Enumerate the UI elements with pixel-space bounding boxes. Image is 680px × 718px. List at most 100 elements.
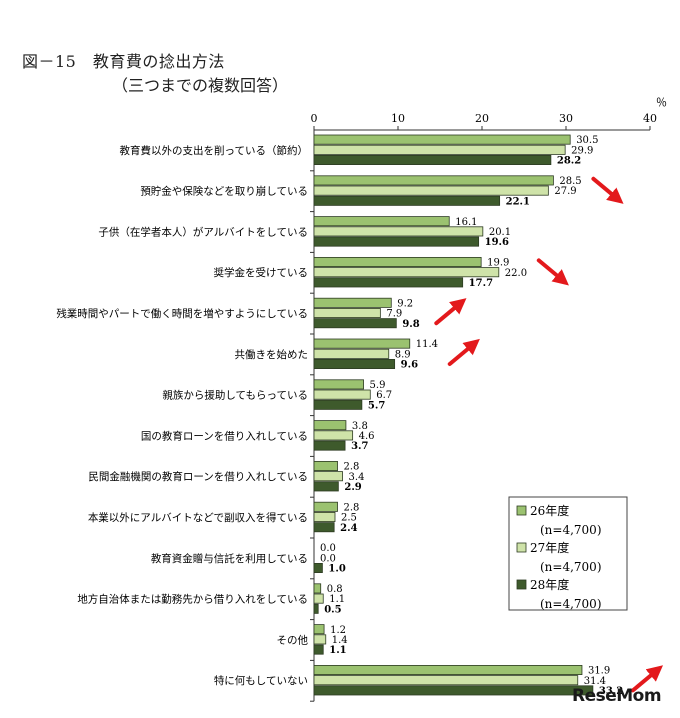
data-label: 2.5 — [341, 513, 357, 524]
category-label: 残業時間やパートで働く時間を増やすようにしている — [56, 307, 308, 320]
x-tick-label: 30 — [559, 112, 573, 125]
data-label: 9.2 — [397, 298, 413, 309]
bar-26年度 — [313, 216, 450, 227]
bar-27年度 — [313, 185, 549, 196]
category-label: 共働きを始めた — [235, 348, 309, 361]
trend-up-arrow-icon — [630, 665, 664, 693]
bar-28年度 — [313, 481, 339, 492]
data-label: 9.8 — [402, 319, 419, 330]
trend-up-arrow-icon — [434, 298, 467, 326]
legend-swatch-28年度 — [516, 579, 527, 590]
bar-28年度 — [313, 644, 324, 655]
category-label: 民間金融機関の教育ローンを借り入れしている — [88, 470, 308, 483]
data-label: 2.9 — [344, 482, 361, 493]
data-label: 0.0 — [320, 543, 336, 554]
data-label: 28.5 — [559, 176, 581, 187]
data-label: 3.4 — [349, 472, 365, 483]
data-label: 19.9 — [487, 258, 509, 269]
category-label: 本業以外にアルバイトなどで副収入を得ている — [88, 511, 308, 524]
bar-28年度 — [313, 154, 552, 165]
bar-26年度 — [313, 420, 347, 431]
data-label: 6.7 — [376, 390, 392, 401]
bar-26年度 — [313, 624, 325, 635]
data-label: 0.5 — [324, 604, 341, 615]
category-label: 特に何もしていない — [214, 674, 308, 687]
bar-28年度 — [313, 563, 323, 574]
data-label: 3.7 — [351, 441, 368, 452]
bar-28年度 — [313, 685, 594, 696]
data-label: 29.9 — [571, 145, 593, 156]
chart-title: 図－15 教育費の捻出方法 — [22, 52, 225, 71]
data-label: 5.7 — [368, 400, 385, 411]
bar-28年度 — [313, 318, 397, 329]
bar-26年度 — [313, 665, 583, 676]
chart-subtitle: （三つまでの複数回答） — [112, 76, 289, 95]
bar-26年度 — [313, 379, 364, 390]
bar-27年度 — [313, 512, 336, 523]
data-label: 2.4 — [340, 523, 357, 534]
unit-label: ％ — [656, 96, 667, 109]
bar-26年度 — [313, 583, 322, 594]
data-label: 8.9 — [395, 349, 411, 360]
bar-28年度 — [313, 195, 501, 206]
bar-26年度 — [313, 460, 338, 471]
category-label: 奨学金を受けている — [214, 266, 309, 279]
bar-27年度 — [313, 675, 579, 686]
legend-sublabel-26年度: (n=4,700) — [540, 523, 602, 537]
bar-27年度 — [313, 389, 371, 400]
data-label: 28.2 — [557, 156, 581, 167]
category-label: 教育資金贈与信託を利用している — [151, 552, 308, 565]
data-label: 5.9 — [370, 380, 386, 391]
data-label: 1.2 — [330, 625, 346, 636]
bar-27年度 — [313, 430, 354, 441]
category-label: 親族から援助してもらっている — [162, 389, 308, 402]
bar-28年度 — [313, 603, 319, 614]
bar-28年度 — [313, 236, 480, 247]
data-label: 33.2 — [599, 686, 623, 697]
legend-box — [508, 496, 628, 611]
category-label: 預貯金や保険などを取り崩している — [140, 185, 308, 198]
legend-swatch-26年度 — [516, 505, 527, 516]
data-label: 9.6 — [401, 360, 418, 371]
bar-27年度 — [313, 634, 327, 645]
data-label: 7.9 — [386, 309, 402, 320]
category-label: 教育費以外の支出を削っている（節約） — [120, 144, 308, 157]
legend: 26年度 (n=4,700) 27年度 (n=4,700) 28年度 (n=4,700) — [508, 496, 628, 611]
bar-26年度 — [313, 501, 338, 512]
bar-27年度 — [313, 471, 343, 482]
bar-26年度 — [313, 338, 411, 349]
legend-label-27年度: 27年度 — [530, 540, 569, 555]
data-label: 20.1 — [489, 227, 511, 238]
category-label: その他 — [277, 633, 309, 646]
trend-down-arrow-icon — [591, 176, 624, 204]
bar-28年度 — [313, 522, 335, 533]
bar-28年度 — [313, 358, 396, 369]
data-label: 19.6 — [485, 237, 509, 248]
trend-up-arrow-icon — [447, 338, 480, 366]
data-label: 1.4 — [332, 635, 348, 646]
bar-26年度 — [313, 297, 392, 308]
bar-27年度 — [313, 593, 324, 604]
data-label: 27.9 — [554, 186, 576, 197]
data-label: 2.8 — [344, 462, 360, 473]
data-label: 22.1 — [506, 196, 530, 207]
bar-26年度 — [313, 134, 571, 145]
data-label: 16.1 — [455, 217, 477, 228]
bar-28年度 — [313, 440, 346, 451]
x-tick-label: 10 — [391, 112, 405, 125]
legend-label-28年度: 28年度 — [530, 577, 569, 592]
category-label: 地方自治体または勤務先から借り入れをしている — [77, 593, 308, 606]
bar-27年度 — [313, 267, 500, 278]
data-label: 31.4 — [584, 676, 606, 687]
watermark-logo: ReseMom — [572, 686, 662, 706]
data-label: 22.0 — [505, 268, 527, 279]
data-label: 17.7 — [469, 278, 493, 289]
legend-label-26年度: 26年度 — [530, 503, 569, 518]
data-label: 3.8 — [352, 421, 368, 432]
data-label: 1.1 — [329, 645, 346, 656]
data-label: 4.6 — [359, 431, 375, 442]
bar-26年度 — [313, 256, 482, 267]
bar-27年度 — [313, 226, 484, 237]
bar-26年度 — [313, 175, 554, 186]
